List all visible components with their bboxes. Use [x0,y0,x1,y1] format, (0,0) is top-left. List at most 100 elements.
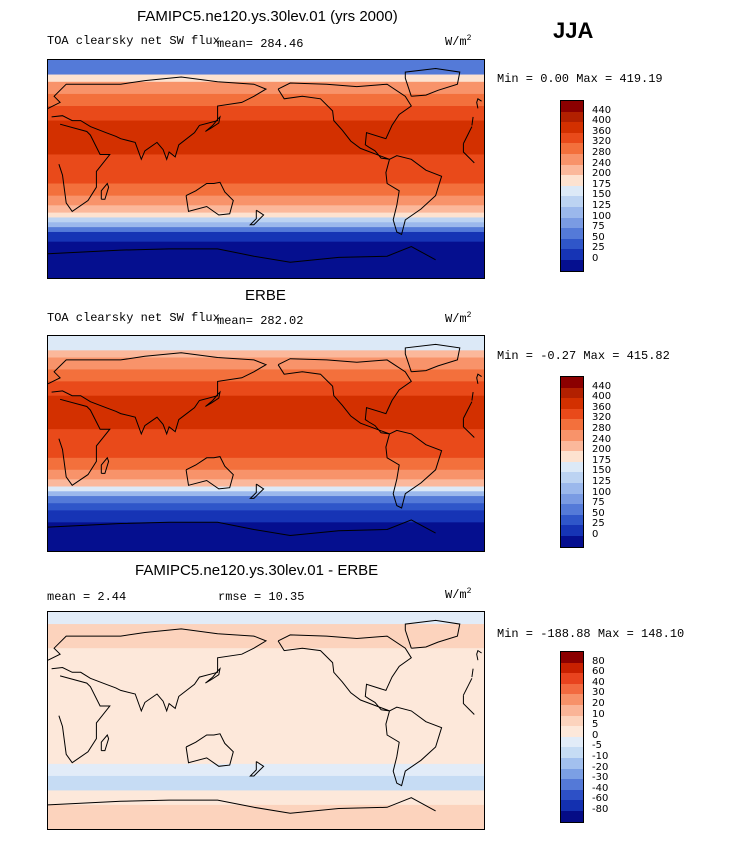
colorbar-swatch [561,683,583,695]
colorbar-swatch [561,715,583,727]
colorbar-tick-label: 5 [592,719,599,731]
colorbar-swatch [561,249,583,260]
colorbar-tick-label: 80 [592,655,605,667]
colorbar-swatch [561,810,583,822]
coastline [205,390,221,407]
colorbar-swatch [561,440,583,452]
field-band [48,205,484,214]
colorbar-tick-label: 25 [592,242,605,254]
colorbar-swatch [561,111,583,123]
colorbar-tick-label: 400 [592,115,612,127]
colorbar-tick-label: 75 [592,221,605,233]
coastline [249,483,265,499]
field-band [48,60,484,76]
colorbar-swatch [561,757,583,769]
colorbar-tick-label: -60 [592,793,609,805]
coastline [385,429,443,509]
colorbar-swatch [561,377,583,388]
panel2-field-label: TOA clearsky net SW flux [47,311,220,325]
colorbar-tick-label: -20 [592,761,609,773]
colorbar-tick-label: 50 [592,507,605,519]
panel1-mean: mean= 284.46 [217,37,304,51]
coastline [100,734,110,752]
panel3-colorbar: 80 60 40 30 20 10 5 0 -5 -10 -20 -30 -40 -60 -80 [560,651,608,823]
colorbar-swatch [561,164,583,176]
colorbar-swatch [561,429,583,441]
field-band [48,227,484,233]
coastline [48,628,268,713]
field-band [48,93,484,107]
field-band [48,217,484,223]
colorbar-tick-label: 150 [592,465,612,477]
panel3-mean: mean = 2.44 [47,590,127,604]
coastline [48,76,268,161]
coastline [58,398,111,486]
colorbar-tick-label: 40 [592,676,605,688]
field-band [48,522,484,551]
colorbar-swatch [561,196,583,207]
colorbar-tick-label: 280 [592,147,612,158]
colorbar-tick-label: 150 [592,189,612,201]
coastline [185,456,234,490]
colorbar-swatch [561,652,583,663]
field-band [48,350,484,358]
field-band [48,491,484,497]
field-band [48,469,484,480]
coastline [185,733,234,767]
colorbar-swatch [561,408,583,420]
colorbar-swatches [560,651,584,823]
colorbar-swatch [561,122,583,133]
field-band [48,195,484,206]
colorbar-tick-label: 280 [592,423,612,434]
colorbar-swatch [561,238,583,250]
colorbar-tick-label: 30 [592,687,605,699]
colorbar-swatch [561,228,583,239]
map-canvas [48,336,484,551]
field-band [48,775,484,791]
colorbar-swatch [561,259,583,271]
colorbar-tick-label: 0 [592,529,599,540]
colorbar-swatch [561,673,583,684]
coastline [462,695,475,715]
coastline [58,123,111,213]
coastline [48,352,268,436]
colorbar-swatch [561,185,583,197]
panel2-colorbar: 440 400 360 320 280 240 200 175 150 125 100 75 50 25 0 [560,376,611,548]
field-band [48,496,484,504]
colorbar-swatch [561,482,583,494]
colorbar-swatch [561,132,583,144]
colorbar-tick-label: 60 [592,666,605,678]
coastline [462,143,475,164]
coastline [385,706,443,787]
field-band [48,457,484,471]
field-band [48,479,484,487]
field-band [48,357,484,370]
coastline [385,155,443,236]
panel1-field-label: TOA clearsky net SW flux [47,34,220,48]
field-band [48,486,484,492]
colorbar-tick-label: 25 [592,518,605,530]
panel1-title: FAMIPC5.ne120.ys.30lev.01 (yrs 2000) [137,8,398,25]
colorbar-tick-label: 50 [592,231,605,243]
colorbar-tick-label: 175 [592,454,612,466]
field-band [48,120,484,155]
coastline [277,358,412,435]
map-canvas [48,612,484,829]
coastline [48,519,436,537]
field-band [48,336,484,351]
colorbar-swatch [561,800,583,811]
colorbar-tick-label: 200 [592,444,612,456]
colorbar-swatch [561,101,583,112]
coastline [205,115,221,132]
colorbar-tick-label: 200 [592,168,612,180]
colorbar-tick-label: 320 [592,136,612,148]
colorbar-tick-label: 0 [592,253,599,264]
field-band [48,648,484,765]
colorbar-swatch [561,525,583,536]
coastline [462,126,473,144]
colorbar-tick-label: 240 [592,433,612,445]
coastline [100,456,110,474]
field-band [48,231,484,243]
coastline [205,667,221,684]
colorbar-swatch [561,472,583,483]
